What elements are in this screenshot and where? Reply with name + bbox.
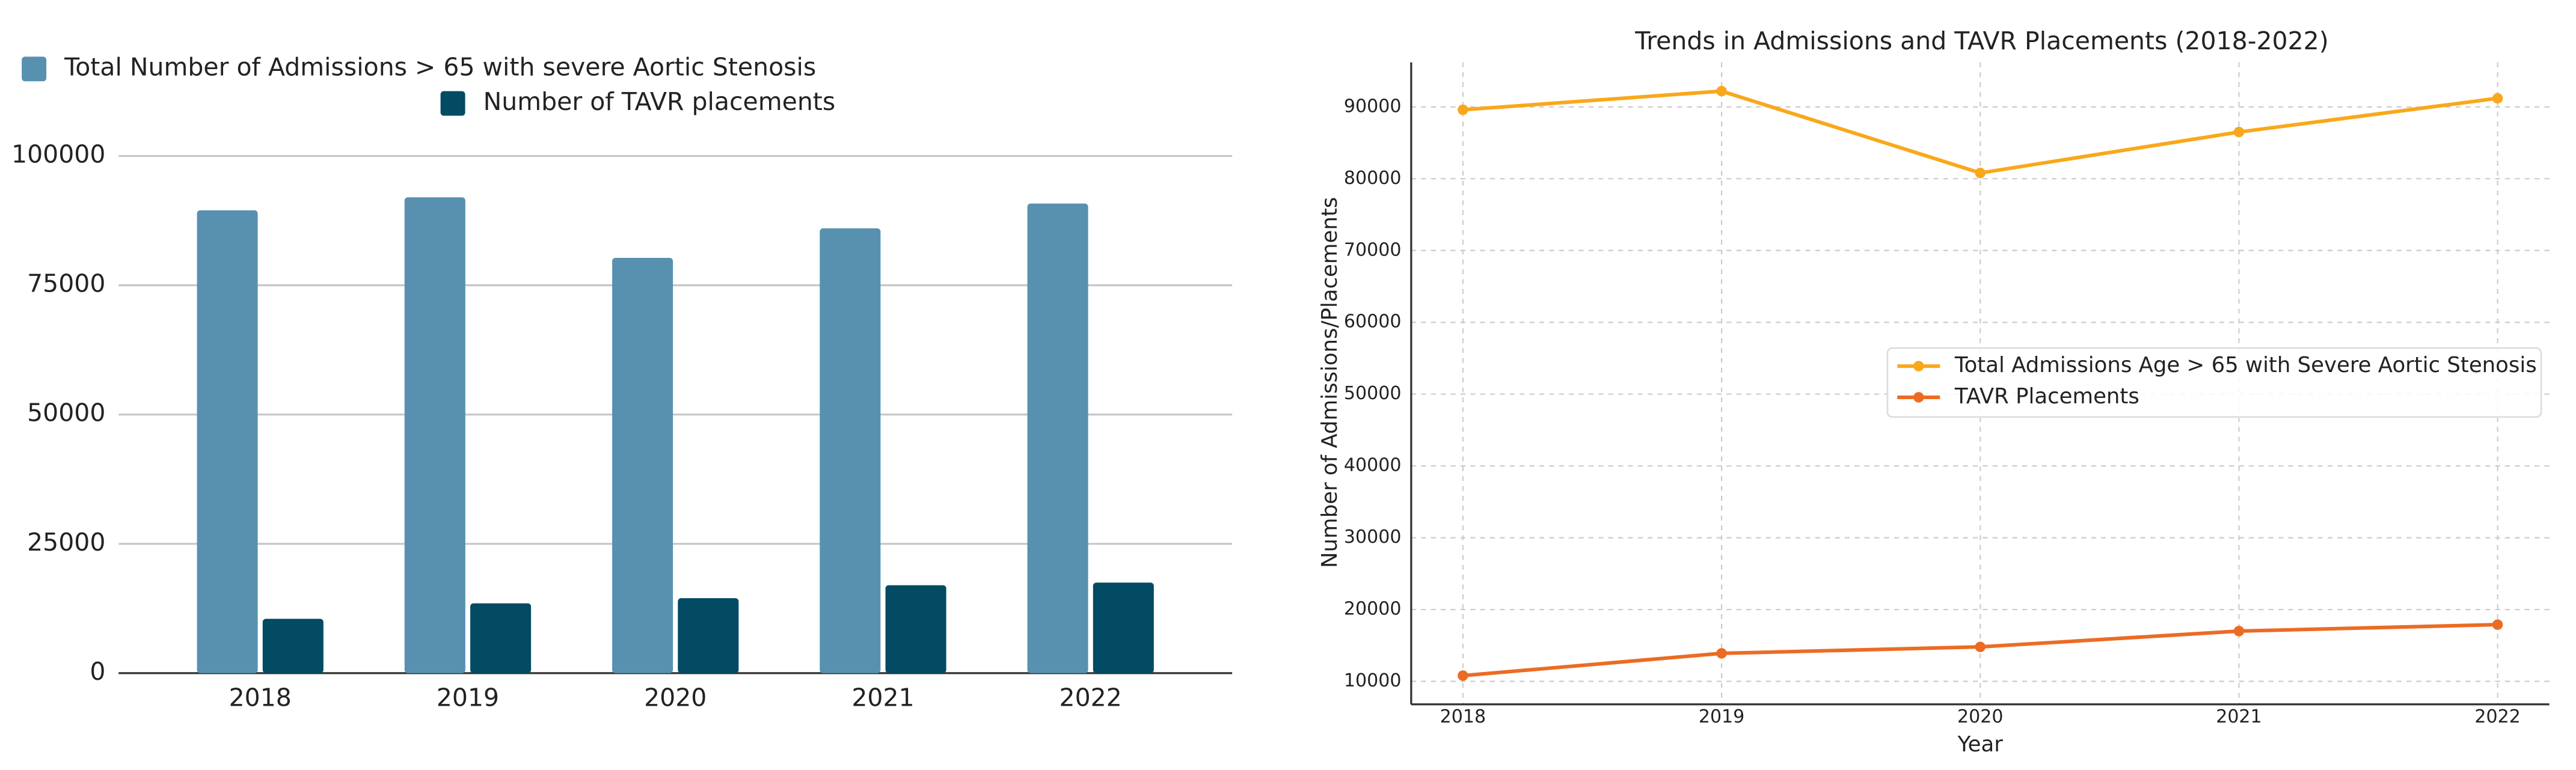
- point: [2492, 93, 2503, 104]
- point: [1458, 104, 1468, 115]
- y-tick-label: 80000: [1344, 168, 1402, 189]
- x-tick-label: 2018: [1440, 706, 1486, 727]
- bar: [1093, 582, 1154, 673]
- point: [2233, 126, 2245, 138]
- legend-label: Total Number of Admissions > 65 with sev…: [64, 53, 816, 82]
- x-tick-label: 2020: [644, 683, 707, 712]
- y-tick-label: 40000: [1344, 455, 1402, 476]
- legend-marker: [1913, 392, 1924, 403]
- bar: [404, 197, 465, 673]
- y-tick-label: 70000: [1344, 239, 1402, 260]
- x-axis-label: Year: [1957, 732, 2004, 757]
- legend-swatch: [22, 57, 47, 82]
- legend-box: [1886, 347, 2542, 418]
- x-tick-label: 2022: [1060, 683, 1122, 712]
- x-tick-label: 2021: [2216, 706, 2262, 727]
- point: [2233, 626, 2245, 637]
- bar: [612, 257, 673, 673]
- point: [2492, 619, 2503, 630]
- x-tick-label: 2019: [1699, 706, 1744, 727]
- bar: [470, 603, 532, 673]
- y-tick-label: 90000: [1344, 96, 1402, 117]
- legend-label: Number of TAVR placements: [483, 87, 836, 116]
- x-tick-label: 2018: [229, 683, 292, 712]
- x-tick-label: 2022: [2474, 706, 2520, 727]
- y-axis-label: Number of Admissions/Placements: [1317, 197, 1342, 568]
- chart-title: Trends in Admissions and TAVR Placements…: [1634, 26, 2329, 55]
- x-tick-label: 2019: [437, 683, 499, 712]
- bar: [885, 585, 946, 673]
- y-tick-label: 0: [90, 657, 105, 686]
- bar: [1027, 203, 1088, 673]
- y-tick-label: 20000: [1344, 599, 1402, 620]
- point: [1716, 85, 1727, 97]
- y-tick-label: 50000: [1344, 383, 1402, 404]
- legend-swatch: [440, 91, 465, 116]
- legend-label: Total Admissions Age > 65 with Severe Ao…: [1954, 353, 2537, 377]
- legend-label: TAVR Placements: [1954, 384, 2139, 409]
- x-tick-label: 2021: [851, 683, 914, 712]
- y-tick-label: 75000: [27, 269, 105, 298]
- y-tick-label: 10000: [1344, 670, 1402, 691]
- y-tick-label: 30000: [1344, 527, 1402, 548]
- legend-marker: [1913, 361, 1924, 371]
- point: [1458, 670, 1468, 681]
- y-tick-label: 50000: [27, 399, 105, 427]
- y-tick-label: 25000: [27, 528, 105, 557]
- bar: [262, 619, 324, 673]
- x-tick-label: 2020: [1957, 706, 2003, 727]
- y-tick-label: 60000: [1344, 311, 1402, 332]
- bar: [678, 598, 739, 673]
- bar: [820, 228, 881, 673]
- point: [1716, 648, 1727, 659]
- y-tick-label: 100000: [11, 139, 105, 168]
- bar: [197, 210, 258, 673]
- point: [1975, 168, 1986, 179]
- point: [1975, 641, 1986, 652]
